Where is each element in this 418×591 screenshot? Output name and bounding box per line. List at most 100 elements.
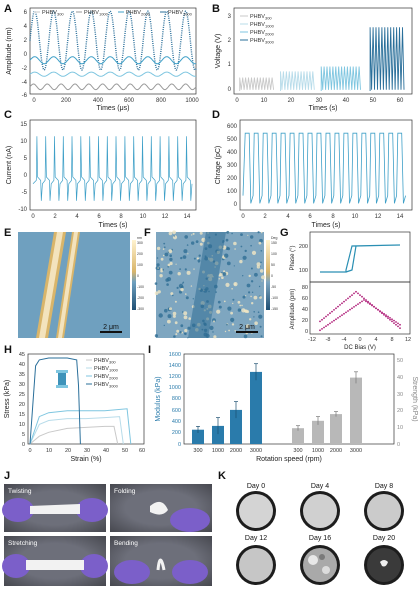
panel-f-speckle-dot	[196, 257, 199, 260]
panel-g-amplitude-point	[385, 314, 387, 316]
panel-g-xtick: 8	[390, 337, 393, 343]
panel-f-speckle-dot	[254, 321, 258, 326]
panel-f-speckle-dot	[160, 268, 163, 271]
panel-f-speckle-dot	[242, 295, 246, 299]
panel-a-xtick: 600	[124, 98, 135, 104]
panel-g-amplitude-point	[359, 301, 361, 304]
panel-b-legend-3: PHBV2000	[250, 30, 275, 37]
panel-g: 200 100 80 60 40 20 0 -12 -8 -4 0 4 8 12…	[290, 231, 411, 351]
panel-g-amplitude-point	[321, 318, 323, 321]
panel-g-amplitude-point	[335, 307, 337, 310]
panel-f-speckle-dot	[242, 275, 244, 277]
panel-f-speckle-dot	[230, 317, 235, 322]
panel-f-speckle-dot	[164, 308, 168, 313]
panel-i-ytick-right: 50	[397, 358, 403, 364]
panel-f-speckle-dot	[186, 244, 189, 246]
panel-h-legend-1: PHBV300	[94, 358, 116, 365]
panel-f-speckle-dot	[183, 315, 188, 320]
panel-h-xtick: 60	[139, 448, 145, 454]
panel-f-speckle-dot	[219, 272, 223, 277]
panel-c: 15 10 5 0 -5 -10 0 2 4 6 8 10 12 14 Time…	[6, 119, 197, 229]
panel-f-speckle-dot	[167, 266, 169, 268]
panel-f-speckle-dot	[240, 245, 243, 248]
panel-f-speckle-dot	[222, 272, 227, 276]
panel-d-ytick: 0	[234, 202, 238, 208]
panel-g-amplitude-point	[353, 292, 355, 295]
panel-e-colorbar-tick: 200	[137, 252, 143, 256]
panel-a-ytick: -2	[22, 66, 28, 72]
panel-f-speckle-dot	[172, 311, 177, 316]
panel-i-ytick-left: 1400	[169, 363, 181, 369]
panel-i-xtick: 1000	[212, 448, 224, 454]
panel-b-legend-4: PHBV3000	[250, 38, 275, 45]
panel-f-speckle-dot	[232, 302, 234, 305]
panel-i-bar-strength	[330, 414, 342, 444]
panel-c-xtick: 8	[119, 214, 123, 220]
panel-f-speckle-dot	[165, 278, 169, 282]
panel-e-colorbar-tick: -100	[137, 285, 144, 289]
panel-f-speckle-dot	[178, 283, 184, 289]
panel-g-ytick: 200	[299, 244, 308, 250]
panel-g-amplitude-point	[361, 300, 363, 303]
panel-h-xtick: 0	[28, 448, 31, 454]
panel-g-axes-bottom	[309, 281, 411, 335]
panel-f-speckle-dot	[167, 314, 172, 319]
panel-letter-e: E	[4, 227, 11, 239]
panel-i-xtick: 2000	[330, 448, 342, 454]
panel-f-speckle-dot	[242, 255, 247, 260]
panel-f-speckle-dot	[163, 242, 166, 245]
panel-f-speckle-dot	[174, 321, 178, 325]
panel-f-speckle-dot	[180, 324, 184, 328]
panel-f-speckle-dot	[231, 323, 235, 326]
panel-b-series-3	[320, 66, 361, 91]
panel-f-speckle-dot	[183, 311, 188, 316]
panel-i-bar-modulus	[192, 429, 204, 444]
panel-g-amplitude-point	[363, 297, 365, 300]
panel-f-speckle-dot	[224, 330, 227, 333]
panel-g-ylabel-top: Phase (°)	[290, 245, 296, 270]
panel-f-speckle-dot	[243, 334, 248, 339]
panel-k-label-day20: Day 20	[373, 535, 395, 542]
panel-b-ytick: 1	[228, 62, 232, 68]
panel-g-amplitude-point	[355, 304, 357, 307]
panel-f-speckle-dot	[249, 318, 252, 321]
panel-f-speckle-dot	[239, 304, 242, 307]
panel-g-amplitude-point	[395, 323, 397, 326]
panel-g-amplitude-point	[391, 318, 393, 321]
panel-i-bar-modulus	[212, 425, 224, 444]
panel-c-xlabel: Times (s)	[99, 222, 128, 229]
panel-f-speckle-dot	[221, 276, 224, 280]
panel-a-ytick: -4	[22, 80, 28, 86]
panel-c-xtick: 14	[184, 214, 191, 220]
panel-f-speckle-dot	[175, 263, 177, 265]
panel-a-legend-2: PHBV1000	[84, 10, 109, 17]
panel-f-speckle-dot	[227, 306, 232, 311]
panel-f-speckle-dot	[253, 295, 258, 300]
panel-f-speckle-dot	[172, 294, 174, 297]
panel-f-speckle-dot	[234, 248, 236, 250]
panel-h-xtick: 20	[65, 448, 71, 454]
panel-g-amplitude-point	[319, 329, 321, 332]
panel-g-amplitude-point	[349, 308, 351, 311]
panel-i-axes	[183, 353, 395, 445]
panel-j-photo-bending: Bending	[110, 536, 212, 586]
panel-f-colorbar-tick: 100	[271, 252, 277, 256]
panel-i-ytick-left: 0	[178, 442, 181, 448]
panel-g-amplitude-point	[339, 315, 341, 318]
panel-i-bar-strength	[292, 428, 304, 444]
panel-c-xtick: 0	[31, 214, 35, 220]
panel-a-legend: PHBV300 PHBV1000 PHBV2000 PHBV3000	[34, 10, 193, 17]
panel-a-xtick: 400	[93, 98, 104, 104]
panel-f-colorbar-ticks: Deg 150 100 50 0 -50 -100 -150	[271, 236, 278, 311]
panel-i-ylabel-left: Modulus (kPa)	[155, 376, 162, 421]
panel-d-xtick: 12	[375, 214, 382, 220]
panel-a-legend-4: PHBV3000	[168, 10, 193, 17]
panel-d-xticks: 0 2 4 6 8 10 12 14	[241, 214, 404, 220]
panel-d: 600 500 400 300 200 100 0 0 2 4 6 8 10 1…	[215, 119, 413, 229]
panel-k-label-day4: Day 4	[311, 483, 329, 490]
panel-f-colorbar	[266, 240, 270, 310]
panel-g-yticks-bottom: 80 60 40 20 0	[302, 285, 308, 335]
panel-i-xtick: 300	[293, 448, 302, 454]
panel-f-speckle-dot	[251, 250, 257, 255]
